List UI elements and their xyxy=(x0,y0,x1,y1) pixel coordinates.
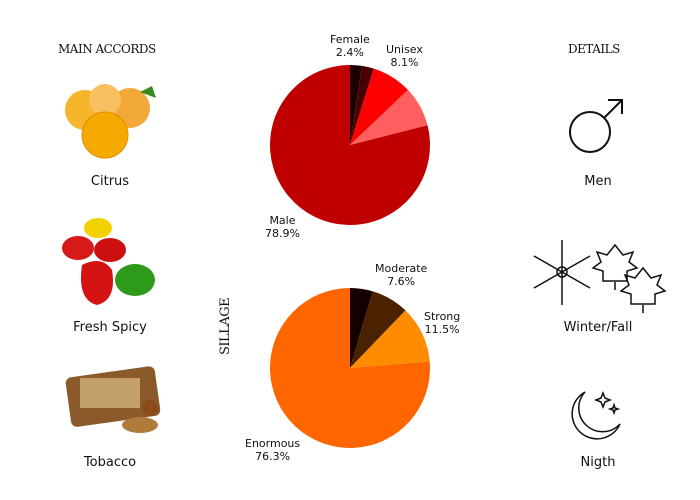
sillage-pie-chart xyxy=(270,288,430,448)
accord-tobacco-label: Tobacco xyxy=(83,455,137,470)
pie-slice-2 xyxy=(350,68,409,145)
citrus-fruit-icon xyxy=(65,84,156,159)
male-symbol-icon xyxy=(569,99,623,153)
pie-slice-1 xyxy=(350,65,374,145)
detail-men-label: Men xyxy=(584,174,612,189)
pie-slice-unisex xyxy=(350,89,428,145)
pie-slice-moderate xyxy=(350,291,406,368)
tobacco-icon xyxy=(65,366,161,433)
pie-slice-enormous xyxy=(270,288,430,448)
pie-label-strong: Strong 11.5% xyxy=(424,310,461,336)
pie-label-enormous: Enormous 76.3% xyxy=(245,437,301,463)
peppers-icon xyxy=(62,218,155,305)
accord-citrus-label: Citrus xyxy=(90,174,130,189)
main-accords-title: MAIN ACCORDS xyxy=(58,42,156,56)
detail-season-label: Winter/Fall xyxy=(563,320,633,335)
sillage-axis-label: SILLAGE xyxy=(218,297,233,355)
snowflake-leaves-icon xyxy=(533,240,667,313)
details-title: DETAILS xyxy=(568,42,620,56)
pie-slice-0 xyxy=(350,288,373,368)
moon-stars-icon xyxy=(571,390,621,440)
pie-slice-female xyxy=(350,65,363,145)
pie-label-moderate: Moderate 7.6% xyxy=(375,262,428,288)
pie-label-unisex: Unisex 8.1% xyxy=(386,43,423,69)
pie-slice-male xyxy=(269,65,430,226)
gender-pie-chart xyxy=(269,65,430,226)
accord-fresh-spicy-label: Fresh Spicy xyxy=(73,320,147,335)
pie-label-female: Female 2.4% xyxy=(330,33,370,59)
pie-label-male: Male 78.9% xyxy=(265,214,300,240)
detail-time-label: Nigth xyxy=(580,455,616,470)
pie-slice-strong xyxy=(350,310,430,368)
